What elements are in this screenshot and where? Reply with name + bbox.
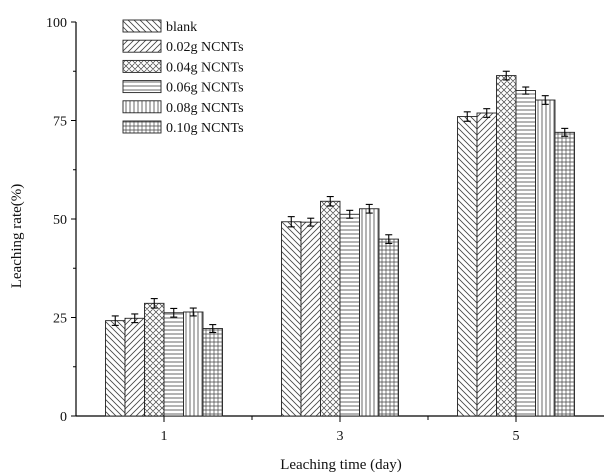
bar [320,200,341,417]
legend-label: 0.06g NCNTs [166,81,244,96]
bar [202,328,223,417]
legend-swatch [122,120,162,134]
bar [163,312,184,417]
bar [554,131,575,417]
bar [300,221,321,417]
y-tick-label: 25 [53,312,67,327]
legend-label: 0.08g NCNTs [166,101,244,116]
y-tick-label: 50 [53,213,67,228]
legend-label: 0.02g NCNTs [166,40,244,55]
x-tick-label: 5 [513,429,520,444]
bars [105,70,575,417]
x-axis-title: Leaching time (day) [280,457,402,473]
bar [359,208,380,417]
bar [144,302,165,417]
bar [378,238,399,417]
bar [535,99,556,417]
legend-swatch [122,100,162,114]
bar [339,213,360,417]
bar [515,90,536,417]
y-tick-label: 0 [60,410,67,425]
legend-label: blank [166,20,197,35]
bar [476,112,497,417]
bar [183,311,204,417]
bar [105,320,126,417]
legend-swatch [122,80,162,94]
bar [457,116,478,417]
legend-swatch [122,59,162,73]
bar [281,221,302,417]
y-axis-title: Leaching rate(%) [9,184,25,289]
legend-swatch [122,39,162,53]
bar [496,75,517,417]
x-tick-label: 1 [161,429,168,444]
y-tick-label: 100 [46,16,67,31]
legend-label: 0.10g NCNTs [166,121,244,136]
y-tick-label: 75 [53,115,67,130]
legend: blank 0.02g NCNTs 0.04g NCNTs 0.06g NCNTs 0.… [122,19,244,136]
bar [124,317,145,417]
axes: 0 25 50 75 100 1 3 5 [46,16,604,444]
legend-label: 0.04g NCNTs [166,60,244,75]
x-tick-label: 3 [337,429,344,444]
legend-swatch [122,19,162,33]
